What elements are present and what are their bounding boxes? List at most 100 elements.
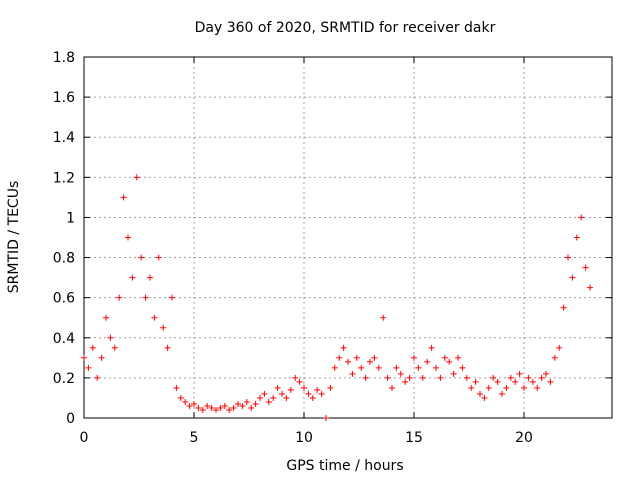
y-tick-label: 1.4 (53, 130, 75, 146)
data-point (340, 344, 347, 351)
data-point (463, 374, 470, 381)
data-point (362, 374, 369, 381)
y-tick-label: 0.8 (53, 251, 75, 267)
data-point (323, 415, 329, 421)
data-point (208, 404, 215, 411)
data-point (204, 402, 211, 409)
x-tick-label: 15 (405, 430, 423, 446)
data-point (543, 370, 549, 377)
data-point (503, 384, 510, 391)
y-tick-label: 1.2 (53, 170, 75, 186)
data-point (565, 254, 571, 261)
data-point (393, 364, 400, 371)
data-point (529, 378, 536, 385)
data-point (89, 344, 96, 351)
data-point (147, 274, 153, 281)
plot-frame (83, 56, 613, 419)
data-point (375, 364, 382, 371)
data-point (358, 364, 365, 371)
data-point (125, 234, 131, 241)
data-point (283, 394, 290, 401)
y-tick-label: 0.4 (53, 331, 75, 347)
data-point (560, 304, 567, 311)
data-point (573, 234, 580, 241)
data-point (186, 402, 193, 409)
data-point (521, 384, 527, 391)
data-point (494, 378, 501, 385)
data-point (221, 402, 228, 409)
data-point (411, 354, 417, 361)
data-point (230, 404, 237, 411)
y-tick-label: 1 (66, 210, 75, 226)
data-point (239, 402, 246, 409)
data-point (309, 394, 316, 401)
data-point (305, 390, 312, 397)
data-point (116, 294, 123, 301)
data-point (455, 354, 461, 361)
data-point (235, 400, 241, 407)
data-point (490, 374, 497, 381)
x-axis-label: GPS time / hours (286, 458, 403, 474)
data-point (459, 364, 466, 371)
data-point (195, 404, 202, 411)
x-tick-label: 5 (190, 430, 199, 446)
data-point (169, 294, 175, 301)
data-point (191, 400, 197, 407)
data-point (292, 374, 299, 381)
data-point (446, 358, 453, 365)
data-point (441, 354, 448, 361)
data-point (336, 354, 343, 361)
data-point (345, 358, 351, 365)
data-point (450, 370, 457, 377)
data-point (428, 344, 435, 351)
data-point (213, 406, 219, 413)
data-point (477, 390, 483, 397)
data-point (107, 334, 114, 341)
data-point (516, 370, 523, 377)
data-point (81, 354, 87, 361)
data-point (129, 274, 136, 281)
y-tick-label: 0 (66, 411, 75, 427)
data-point (380, 314, 387, 321)
data-point (472, 378, 479, 385)
data-point (406, 374, 413, 381)
data-point (547, 378, 554, 385)
data-point (177, 394, 184, 401)
data-point (587, 284, 593, 291)
data-point (301, 384, 307, 391)
data-point (314, 386, 321, 393)
data-point (318, 390, 325, 397)
data-point (353, 354, 360, 361)
data-point (248, 404, 255, 411)
data-point (481, 394, 488, 401)
data-point (499, 390, 505, 397)
data-point (120, 194, 127, 201)
data-point (138, 254, 145, 261)
data-point (569, 274, 576, 281)
data-point (133, 174, 140, 181)
data-point (243, 398, 250, 405)
data-point (437, 374, 444, 381)
data-point (261, 390, 268, 397)
data-point (402, 378, 409, 385)
data-point (85, 364, 92, 371)
data-point (142, 294, 149, 301)
data-point (296, 378, 303, 385)
data-point (433, 364, 439, 371)
y-tick-label: 0.6 (53, 291, 75, 307)
data-point (252, 400, 259, 407)
x-tick-label: 0 (80, 430, 89, 446)
chart-title: Day 360 of 2020, SRMTID for receiver dak… (195, 20, 496, 36)
data-point (265, 398, 272, 405)
data-point (424, 358, 431, 365)
data-point (199, 406, 206, 413)
data-point (331, 364, 338, 371)
data-point (217, 404, 224, 411)
data-point (94, 374, 101, 381)
data-point (155, 254, 162, 261)
data-point (349, 370, 356, 377)
data-point (538, 374, 545, 381)
data-point (270, 394, 277, 401)
data-point (525, 374, 532, 381)
